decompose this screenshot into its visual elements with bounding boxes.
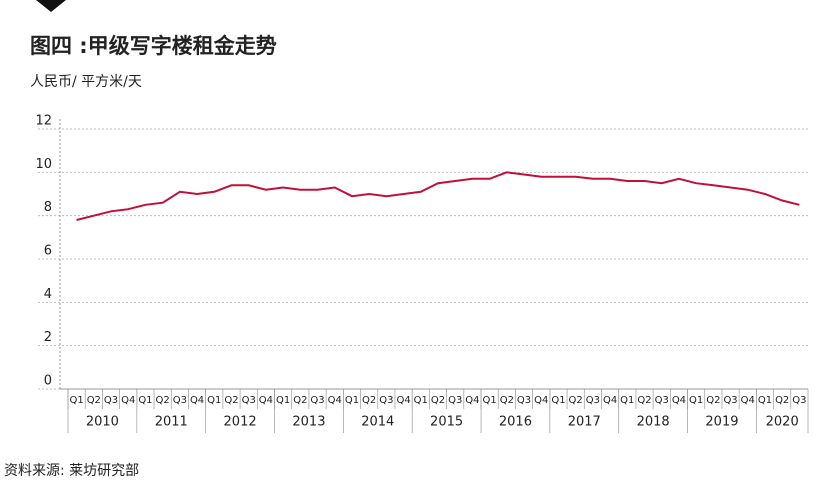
x-tick-label: Q4	[465, 395, 479, 406]
x-tick-label: Q1	[345, 395, 359, 406]
x-tick-label: Q1	[758, 395, 772, 406]
x-tick-label: Q1	[689, 395, 703, 406]
x-tick-label: Q1	[620, 395, 634, 406]
x-tick-label: Q3	[723, 395, 737, 406]
x-tick-label: Q2	[362, 395, 376, 406]
x-tick-label: Q1	[276, 395, 290, 406]
x-tick-label: Q3	[104, 395, 118, 406]
x-tick-label: Q4	[603, 395, 617, 406]
x-tick-label: Q1	[138, 395, 152, 406]
year-label: 2018	[637, 415, 670, 430]
x-tick-label: Q1	[414, 395, 428, 406]
x-tick-label: Q3	[448, 395, 462, 406]
line-series	[76, 171, 800, 221]
year-label: 2012	[224, 415, 257, 430]
x-tick-label: Q2	[87, 395, 101, 406]
y-tick-label: 4	[44, 287, 52, 302]
x-tick-label: Q1	[207, 395, 221, 406]
y-tick-label: 6	[44, 244, 52, 259]
year-label: 2013	[292, 415, 325, 430]
x-tick-label: Q2	[293, 395, 307, 406]
x-tick-label: Q1	[69, 395, 83, 406]
y-tick-label: 2	[44, 330, 52, 345]
chart-title: 图四 :甲级写字楼租金走势	[30, 34, 277, 58]
source: 资料来源: 莱坊研究部	[4, 463, 139, 479]
x-tick-label: Q2	[706, 395, 720, 406]
x-tick-label: Q2	[637, 395, 651, 406]
x-tick-label: Q2	[156, 395, 170, 406]
x-tick-label: Q4	[534, 395, 548, 406]
year-label: 2011	[155, 415, 188, 430]
y-tick-label: 8	[44, 200, 52, 215]
x-tick-label: Q4	[121, 395, 135, 406]
x-tick-label: Q2	[224, 395, 238, 406]
x-tick-label: Q2	[775, 395, 789, 406]
x-tick-label: Q1	[551, 395, 565, 406]
x-tick-label: Q4	[741, 395, 755, 406]
year-label: 2016	[499, 415, 532, 430]
x-tick-label: Q3	[242, 395, 256, 406]
year-label: 2015	[430, 415, 463, 430]
x-tick-label: Q4	[259, 395, 273, 406]
year-label: 2010	[86, 415, 119, 430]
x-tick-label: Q4	[190, 395, 204, 406]
y-tick-label: 0	[44, 374, 52, 389]
year-label: 2017	[568, 415, 601, 430]
y-tick-label: 12	[35, 114, 52, 129]
x-tick-label: Q3	[655, 395, 669, 406]
x-tick-label: Q2	[431, 395, 445, 406]
x-tick-label: Q2	[569, 395, 583, 406]
x-tick-label: Q1	[483, 395, 497, 406]
year-label: 2020	[766, 415, 799, 430]
decoration	[36, 0, 66, 12]
x-tick-label: Q4	[672, 395, 686, 406]
x-tick-label: Q3	[379, 395, 393, 406]
x-tick-label: Q3	[792, 395, 806, 406]
year-label: 2014	[361, 415, 394, 430]
y-tick-label: 10	[35, 157, 52, 172]
x-tick-label: Q3	[586, 395, 600, 406]
x-tick-label: Q4	[396, 395, 410, 406]
x-tick-label: Q3	[517, 395, 531, 406]
year-label: 2019	[705, 415, 738, 430]
x-tick-label: Q3	[173, 395, 187, 406]
chart-subtitle: 人民币/ 平方米/天	[30, 74, 142, 90]
x-tick-label: Q4	[328, 395, 342, 406]
x-tick-label: Q3	[310, 395, 324, 406]
x-tick-label: Q2	[500, 395, 514, 406]
